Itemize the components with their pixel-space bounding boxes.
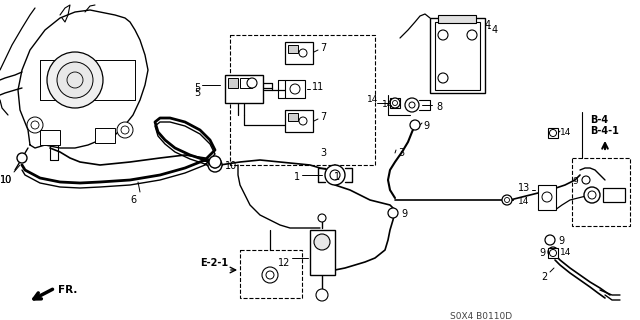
Text: 4: 4 bbox=[485, 20, 491, 30]
Circle shape bbox=[550, 250, 557, 257]
Text: 1: 1 bbox=[294, 172, 300, 182]
Circle shape bbox=[27, 117, 43, 133]
Text: 14: 14 bbox=[382, 100, 394, 109]
Circle shape bbox=[117, 122, 133, 138]
Bar bbox=[572, 158, 630, 226]
Circle shape bbox=[208, 158, 222, 172]
Circle shape bbox=[502, 195, 512, 205]
Text: 14: 14 bbox=[367, 95, 378, 104]
Text: 10: 10 bbox=[0, 175, 12, 185]
Circle shape bbox=[247, 78, 257, 88]
Circle shape bbox=[548, 247, 558, 257]
Text: 1: 1 bbox=[334, 172, 340, 182]
Text: 3: 3 bbox=[398, 148, 404, 158]
Text: 14: 14 bbox=[560, 248, 572, 257]
Bar bbox=[603, 188, 625, 202]
Text: 9: 9 bbox=[539, 248, 545, 258]
Bar bbox=[230, 35, 375, 165]
Text: E-2-1: E-2-1 bbox=[200, 258, 228, 268]
Bar bbox=[228, 78, 238, 88]
Text: 9: 9 bbox=[572, 177, 578, 186]
Text: 14: 14 bbox=[560, 128, 572, 137]
Circle shape bbox=[467, 30, 477, 40]
Text: 9: 9 bbox=[558, 236, 564, 246]
Bar bbox=[288, 45, 298, 53]
Circle shape bbox=[392, 100, 399, 107]
Circle shape bbox=[17, 153, 27, 163]
Bar bbox=[285, 80, 305, 98]
Bar bbox=[310, 230, 335, 275]
Bar bbox=[438, 15, 476, 23]
Text: 4: 4 bbox=[492, 25, 498, 35]
Bar bbox=[240, 250, 302, 298]
Circle shape bbox=[584, 187, 600, 203]
Circle shape bbox=[262, 267, 278, 283]
Bar bbox=[285, 110, 313, 132]
Text: 10: 10 bbox=[225, 161, 237, 171]
Bar bbox=[538, 185, 556, 210]
Text: 7: 7 bbox=[320, 112, 326, 122]
Text: 14: 14 bbox=[518, 197, 529, 206]
Bar bbox=[285, 42, 313, 64]
Circle shape bbox=[314, 234, 330, 250]
Text: 8: 8 bbox=[436, 102, 442, 112]
Circle shape bbox=[438, 30, 448, 40]
Bar bbox=[95, 128, 115, 143]
Bar bbox=[390, 98, 400, 108]
Text: 5: 5 bbox=[194, 88, 200, 98]
Bar bbox=[288, 113, 298, 121]
Bar bbox=[240, 78, 252, 88]
Text: S0X4 B0110D: S0X4 B0110D bbox=[450, 312, 512, 320]
Text: FR.: FR. bbox=[58, 285, 77, 295]
Text: 9: 9 bbox=[401, 209, 407, 219]
Circle shape bbox=[47, 52, 103, 108]
Text: 6: 6 bbox=[130, 195, 136, 205]
Circle shape bbox=[410, 120, 420, 130]
Bar bbox=[225, 75, 263, 103]
Text: 12: 12 bbox=[278, 258, 290, 268]
Text: 7: 7 bbox=[320, 43, 326, 53]
Circle shape bbox=[545, 235, 555, 245]
Circle shape bbox=[542, 192, 552, 202]
Text: 13: 13 bbox=[518, 183, 530, 193]
Circle shape bbox=[299, 117, 307, 125]
Bar bbox=[435, 22, 480, 90]
Circle shape bbox=[550, 130, 557, 137]
Bar bbox=[40, 130, 60, 145]
Circle shape bbox=[299, 49, 307, 57]
Bar bbox=[548, 128, 558, 138]
Circle shape bbox=[405, 98, 419, 112]
Circle shape bbox=[318, 214, 326, 222]
Text: 10: 10 bbox=[0, 175, 12, 185]
Circle shape bbox=[582, 176, 590, 184]
Bar bbox=[430, 18, 485, 93]
Text: 9: 9 bbox=[423, 121, 429, 131]
Bar bbox=[548, 248, 558, 258]
Text: 11: 11 bbox=[312, 82, 324, 92]
Circle shape bbox=[290, 84, 300, 94]
Text: B-4-1: B-4-1 bbox=[590, 126, 619, 136]
Circle shape bbox=[325, 165, 345, 185]
Circle shape bbox=[390, 98, 400, 108]
Text: 2: 2 bbox=[541, 272, 548, 282]
Text: B-4: B-4 bbox=[590, 115, 608, 125]
Circle shape bbox=[438, 73, 448, 83]
Text: 5: 5 bbox=[194, 83, 200, 93]
Circle shape bbox=[388, 208, 398, 218]
Circle shape bbox=[57, 62, 93, 98]
Text: 3: 3 bbox=[320, 148, 326, 158]
Circle shape bbox=[316, 289, 328, 301]
Circle shape bbox=[209, 156, 221, 168]
